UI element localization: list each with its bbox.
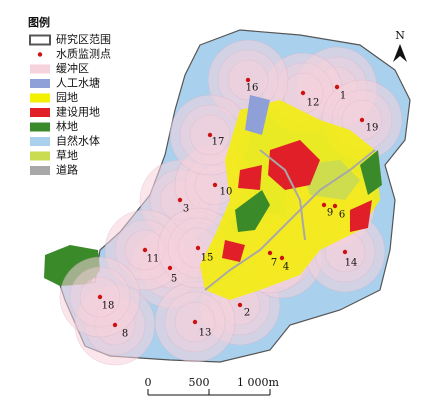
legend-title: 图例	[28, 15, 50, 29]
legend-swatch	[30, 108, 50, 117]
point-label: 18	[102, 301, 115, 312]
legend-swatch	[29, 34, 51, 46]
legend-label: 自然水体	[56, 134, 100, 148]
point-label: 2	[244, 308, 250, 319]
point-label: 7	[271, 258, 277, 269]
construction	[238, 165, 262, 190]
legend-swatch	[30, 122, 50, 132]
monitoring-point	[177, 197, 183, 203]
monitoring-point	[195, 245, 201, 251]
forest	[360, 150, 382, 195]
legend-swatch	[30, 79, 50, 88]
road	[204, 149, 376, 291]
monitoring-point	[332, 203, 338, 209]
legend-label: 人工水塘	[56, 76, 100, 90]
monitoring-point	[142, 247, 148, 253]
legend-label: 建设用地	[56, 105, 100, 119]
scale-label: 0	[145, 376, 152, 389]
scale-label: 500	[189, 376, 210, 389]
point-label: 8	[122, 329, 128, 340]
monitoring-point	[300, 90, 306, 96]
point-label: 15	[201, 253, 214, 264]
construction	[222, 240, 245, 262]
monitoring-point	[192, 319, 198, 325]
legend-label: 园地	[56, 91, 78, 104]
point-label: 12	[307, 98, 320, 109]
monitoring-point	[279, 255, 285, 261]
point-label: 3	[183, 204, 189, 215]
monitoring-point	[212, 182, 218, 188]
scale-label: 1 000m	[237, 376, 279, 389]
monitoring-point	[321, 202, 327, 208]
legend-swatch	[30, 64, 50, 74]
monitoring-point	[112, 322, 118, 328]
monitoring-point	[359, 117, 365, 123]
point-label: 1	[340, 91, 346, 102]
scale-bar	[147, 389, 271, 396]
orchard	[200, 100, 380, 300]
legend-swatch	[30, 166, 50, 175]
monitoring-point	[97, 294, 103, 300]
north-arrow: N	[393, 29, 407, 62]
monitoring-point	[245, 77, 251, 83]
point-label: 5	[171, 274, 177, 285]
road	[259, 149, 306, 241]
legend-label: 道路	[56, 163, 78, 177]
construction	[350, 200, 372, 232]
point-label: 19	[366, 123, 379, 134]
north-arrow-shape	[393, 44, 407, 62]
point-label: 10	[220, 187, 233, 198]
monitoring-point	[342, 249, 348, 255]
north-label: N	[395, 29, 405, 42]
forest	[235, 190, 270, 232]
land-use	[200, 95, 382, 300]
point-label: 9	[327, 208, 333, 219]
point-label: 6	[339, 210, 345, 221]
point-label: 4	[283, 262, 289, 273]
point-label: 13	[199, 328, 212, 339]
legend-label: 水质监测点	[56, 48, 111, 61]
legend-label: 草地	[56, 149, 78, 162]
monitoring-point	[267, 250, 273, 256]
point-label: 11	[147, 254, 160, 265]
monitoring-point	[167, 265, 173, 271]
monitoring-point	[334, 84, 340, 90]
legend-label: 林地	[56, 119, 78, 133]
monitoring-point	[237, 302, 243, 308]
construction	[268, 140, 320, 190]
legend-swatch	[30, 151, 50, 161]
legend-label: 研究区范围	[56, 32, 111, 46]
legend-swatch	[30, 137, 50, 146]
legend-label: 缓冲区	[56, 61, 89, 75]
point-label: 14	[345, 258, 358, 269]
legend-swatch	[37, 52, 43, 57]
legend-swatch	[30, 93, 50, 103]
point-label: 17	[212, 137, 225, 148]
pond	[245, 95, 270, 135]
point-label: 16	[246, 83, 259, 94]
monitoring-point	[207, 132, 213, 138]
